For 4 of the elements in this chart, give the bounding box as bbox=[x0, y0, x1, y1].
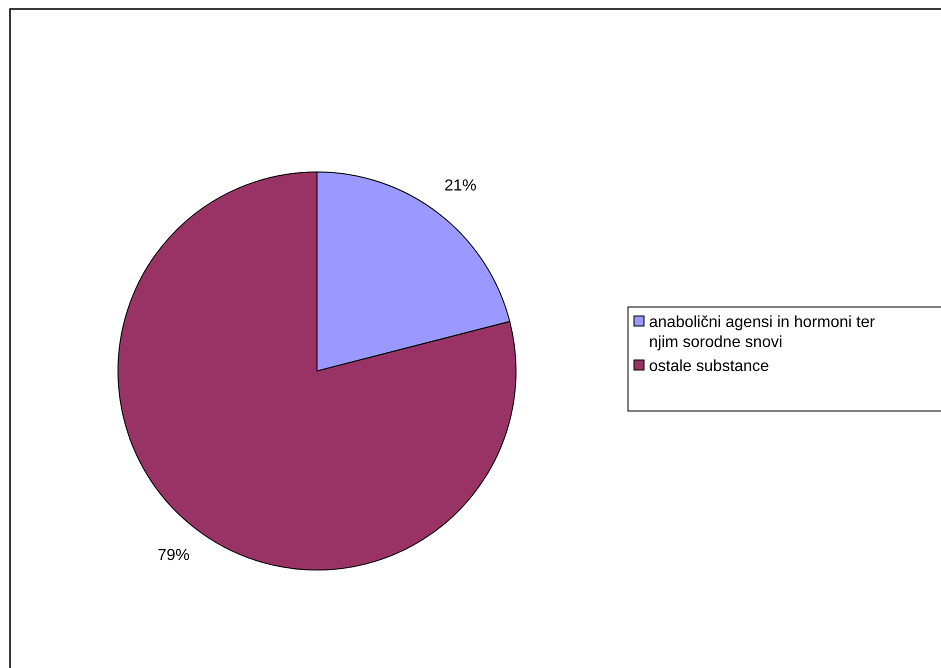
data-label: 79% bbox=[158, 547, 190, 564]
data-label: 21% bbox=[444, 177, 476, 194]
pie-slice bbox=[118, 172, 516, 570]
legend-label: ostale substance bbox=[649, 358, 770, 375]
